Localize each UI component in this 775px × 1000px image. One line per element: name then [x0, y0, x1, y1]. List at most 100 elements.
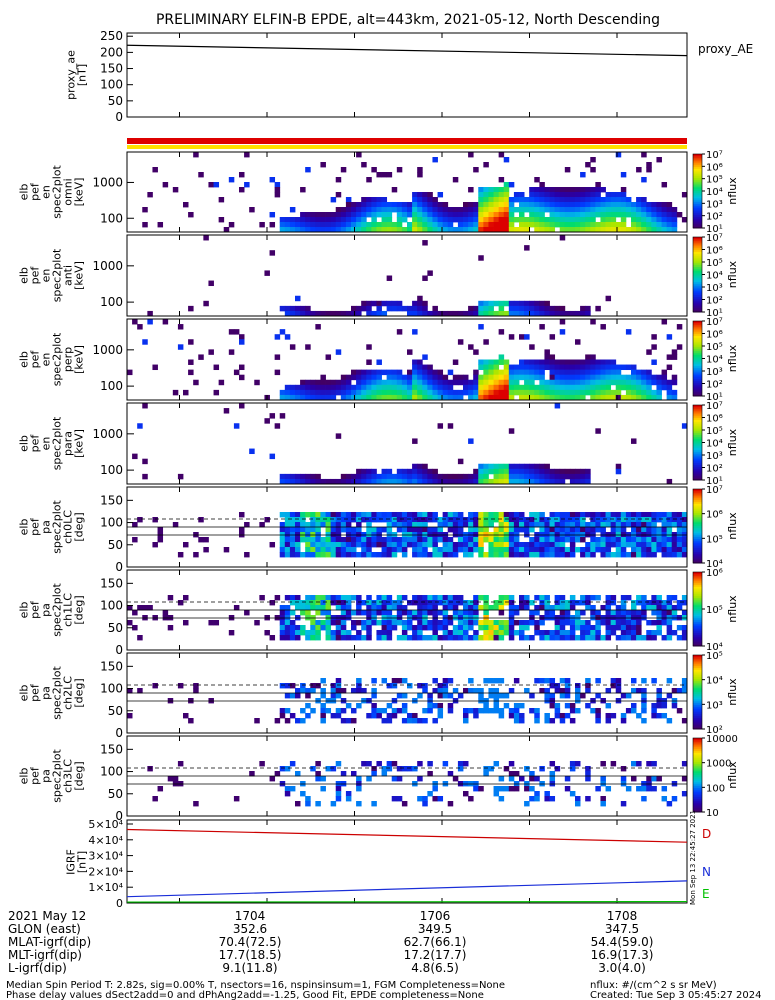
pa3-cell — [157, 786, 164, 792]
pa1-cell — [391, 625, 398, 631]
pa1-cell — [636, 600, 642, 606]
en3-cell — [381, 389, 388, 396]
en3-cell — [488, 374, 494, 381]
en4-colorbar-segment — [693, 406, 702, 410]
pa1-cell — [519, 630, 525, 636]
pa2-cell — [666, 693, 673, 699]
pa0-colorbar-segment — [693, 492, 702, 496]
pa0-cell — [620, 522, 627, 528]
en2-cell — [544, 310, 550, 317]
en4-cell — [666, 478, 673, 485]
en4-colorbar-segment — [693, 421, 702, 425]
pa0-cell — [401, 522, 408, 528]
en3-colorbar-segment — [693, 362, 702, 365]
pa0-cell — [524, 552, 530, 558]
pa1-cell — [463, 630, 469, 636]
en3-cell — [585, 379, 591, 386]
pa1-cell — [452, 610, 459, 616]
en3-cell — [519, 334, 525, 340]
pa1-cell — [590, 610, 596, 616]
pa0-cell — [396, 537, 403, 543]
pa1-cell — [620, 620, 627, 626]
pa0-cell — [529, 547, 535, 553]
pa3-cell — [493, 761, 500, 767]
pa1-cell — [366, 620, 372, 626]
pa2-cell — [610, 678, 617, 684]
en1-cell — [580, 197, 586, 203]
en3-cell — [376, 359, 382, 365]
pa1-cell — [315, 605, 321, 611]
pa0-cell — [325, 527, 332, 533]
en2-cell — [478, 310, 484, 317]
en2-colorbar-tick-label: 10³ — [706, 283, 723, 294]
pa3-cell — [427, 761, 433, 767]
pa0-cell — [575, 547, 581, 553]
en3-cell — [340, 389, 347, 396]
en3-cell — [442, 374, 449, 381]
pa1-colorbar-segment — [693, 581, 702, 584]
en3-cell — [498, 384, 505, 391]
en1-cell — [544, 222, 550, 228]
en1-cell — [371, 167, 377, 173]
pa3-cell — [483, 766, 489, 772]
en2-cell — [412, 305, 418, 312]
en3-cell — [534, 359, 540, 365]
pa0-cell — [289, 547, 296, 553]
pa3-colorbar-segment — [693, 747, 702, 750]
pa1-cell — [646, 620, 652, 626]
en1-cell — [330, 217, 337, 223]
en4-cell — [539, 463, 545, 470]
en2-cell — [554, 305, 561, 312]
en3-cell — [569, 389, 576, 396]
pa0-cell — [295, 517, 301, 523]
en4-colorbar-tick-label: 10² — [706, 464, 723, 475]
pa0-cell — [279, 527, 286, 533]
en4-cell — [223, 408, 230, 414]
en3-cell — [208, 349, 214, 355]
en1-cell — [371, 222, 377, 228]
pa3-cell — [356, 801, 362, 807]
en3-colorbar-tick-label: 10⁶ — [706, 330, 723, 341]
proxy-ae-y-tick-label: 250 — [100, 29, 123, 43]
en1-colorbar-segment — [693, 207, 702, 210]
pa2-cell — [284, 683, 291, 689]
pa3-cell — [417, 761, 423, 767]
pa2-cell — [625, 693, 632, 699]
pa2-cell — [488, 678, 494, 684]
pa3-cell — [366, 776, 372, 782]
en3-cell — [666, 334, 673, 340]
en1-cell — [198, 172, 204, 178]
pa1-cell — [457, 635, 464, 641]
en4-colorbar-segment — [693, 416, 702, 419]
en1-colorbar-segment — [693, 189, 702, 192]
pa1-cell — [666, 620, 673, 626]
en3-cell — [356, 389, 362, 396]
en3-cell — [289, 384, 296, 391]
pa0-cell — [625, 517, 632, 523]
pa3-cell — [473, 786, 479, 792]
pa0-cell — [452, 547, 459, 553]
en4-cell — [468, 473, 474, 480]
en3-cell — [386, 394, 393, 401]
en1-cell — [310, 227, 316, 233]
pa1-cell — [422, 605, 428, 611]
pa0-cell — [641, 537, 647, 543]
pa0-cell — [569, 527, 576, 533]
en1-cell — [641, 197, 647, 203]
pa2-cell — [381, 678, 388, 684]
en4-cell — [401, 468, 408, 475]
pa1-colorbar-segment — [693, 586, 702, 590]
pa0-frame — [126, 486, 688, 568]
en2-cell — [524, 310, 530, 317]
pa1-cell — [269, 635, 276, 641]
pa1-cell — [320, 625, 326, 631]
pa1-cell — [651, 595, 657, 601]
en1-cell — [391, 202, 398, 208]
pa0-cell — [295, 527, 301, 533]
pa2-colorbar-segment — [693, 660, 702, 663]
en3-cell — [447, 389, 454, 396]
en1-cell — [580, 222, 586, 228]
en1-cell — [361, 197, 367, 203]
pa2-cell — [478, 708, 484, 714]
pa0-cell — [534, 512, 540, 518]
